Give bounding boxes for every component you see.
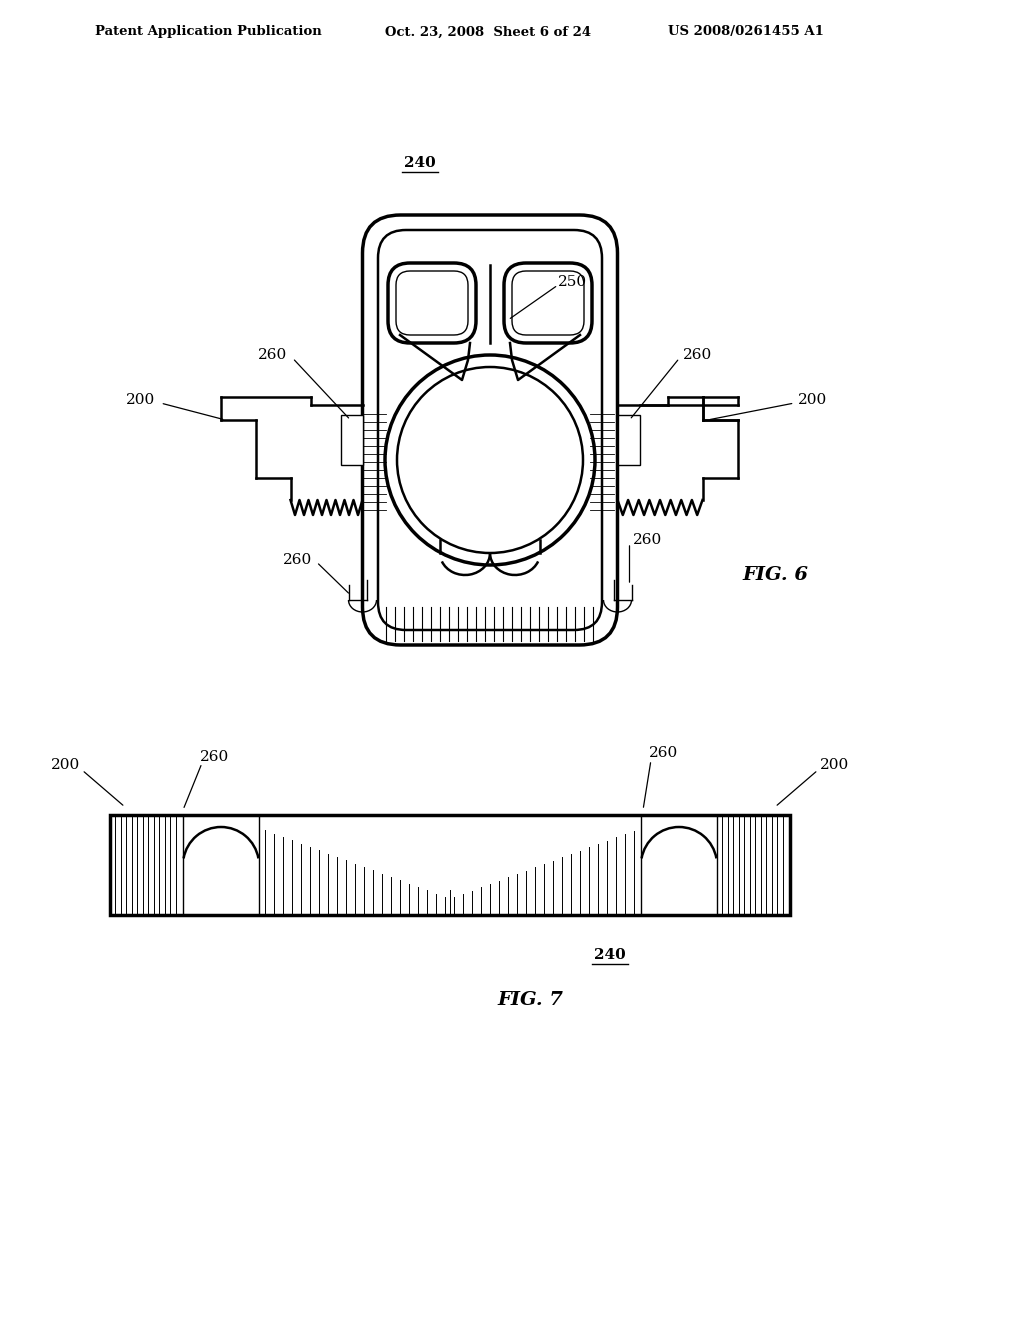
Text: 260: 260 [649, 746, 678, 760]
Text: 240: 240 [594, 948, 626, 962]
Bar [617, 414, 640, 465]
Text: 260: 260 [683, 348, 712, 362]
FancyBboxPatch shape [504, 263, 592, 343]
Text: FIG. 7: FIG. 7 [497, 991, 563, 1008]
Bar [110, 814, 790, 915]
Text: Patent Application Publication: Patent Application Publication [95, 25, 322, 38]
Text: 260: 260 [200, 750, 229, 764]
Text: 260: 260 [633, 533, 662, 546]
Text: 260: 260 [284, 553, 312, 568]
Text: 200: 200 [126, 393, 156, 407]
Text: US 2008/0261455 A1: US 2008/0261455 A1 [668, 25, 824, 38]
Text: FIG. 6: FIG. 6 [742, 566, 809, 583]
Text: 200: 200 [798, 393, 826, 407]
Text: 260: 260 [258, 348, 288, 362]
FancyBboxPatch shape [362, 215, 617, 645]
Text: Oct. 23, 2008  Sheet 6 of 24: Oct. 23, 2008 Sheet 6 of 24 [385, 25, 591, 38]
FancyBboxPatch shape [388, 263, 476, 343]
Text: 240: 240 [404, 156, 436, 170]
Text: 200: 200 [51, 758, 80, 772]
Circle shape [385, 355, 595, 565]
Text: 250: 250 [558, 275, 587, 289]
Text: 200: 200 [820, 758, 849, 772]
Bar [341, 414, 362, 465]
